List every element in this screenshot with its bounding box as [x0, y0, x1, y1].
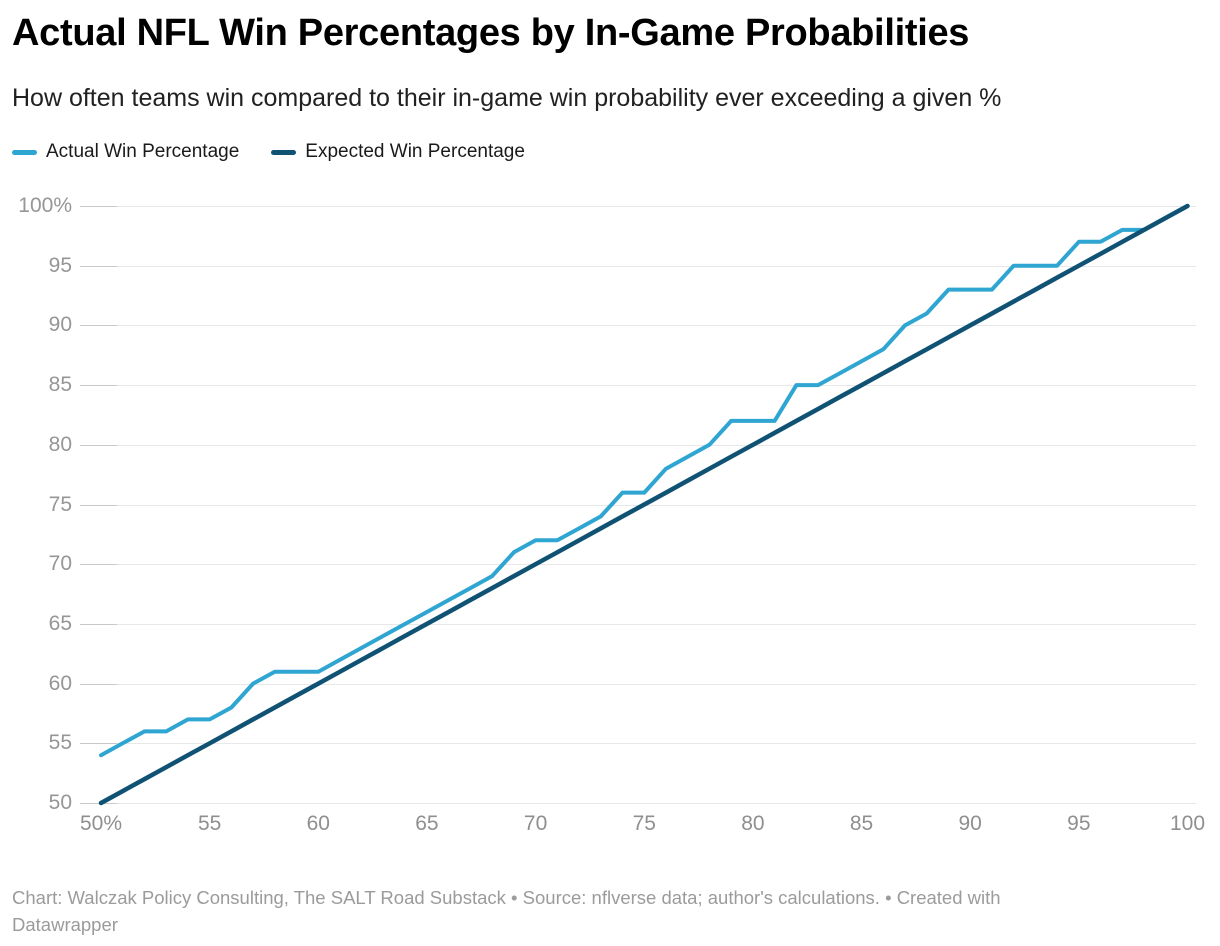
x-axis-label: 95: [1067, 812, 1091, 835]
x-axis-label: 90: [958, 812, 982, 835]
x-axis-label: 50%: [79, 812, 123, 835]
x-axis-label: 70: [523, 812, 548, 835]
legend: Actual Win Percentage Expected Win Perce…: [12, 141, 525, 163]
y-axis-label: 65: [48, 611, 72, 635]
footer-line-2: Datawrapper: [12, 914, 118, 935]
legend-item-actual: Actual Win Percentage: [12, 141, 239, 163]
y-axis-label: 90: [48, 313, 72, 337]
x-axis-label: 85: [849, 812, 874, 835]
y-axis-label: 55: [48, 731, 72, 755]
y-tick-mark: [80, 265, 117, 267]
legend-label-actual: Actual Win Percentage: [46, 141, 240, 162]
y-gridline: [80, 265, 1196, 267]
x-axis-label: 60: [306, 812, 330, 835]
x-axis-label: 100: [1169, 812, 1206, 835]
x-axis-label: 55: [197, 812, 222, 835]
y-gridline: [80, 385, 1196, 387]
x-axis-label: 75: [632, 812, 656, 835]
y-tick-mark: [80, 683, 117, 685]
y-gridline: [80, 683, 1196, 685]
expected-win-line: [98, 203, 1190, 806]
legend-swatch-actual-icon: [12, 149, 37, 155]
y-gridline: [80, 444, 1196, 446]
chart-title: Actual NFL Win Percentages by In-Game Pr…: [12, 12, 970, 54]
y-gridline: [80, 504, 1196, 506]
y-gridline: [80, 325, 1196, 327]
y-gridline: [80, 564, 1196, 566]
y-tick-mark: [80, 743, 117, 745]
footer-attribution: Chart: Walczak Policy Consulting, The SA…: [12, 884, 1001, 938]
y-tick-mark: [80, 385, 117, 387]
y-gridline: [80, 206, 1196, 207]
y-axis-label: 100%: [18, 194, 72, 217]
y-axis-label: 95: [48, 253, 72, 277]
y-tick-mark: [80, 504, 117, 506]
y-tick-mark: [80, 623, 117, 625]
y-gridline: [80, 743, 1196, 745]
y-axis-label: 50: [48, 791, 72, 814]
y-tick-mark: [80, 325, 117, 327]
chart-subtitle: How often teams win compared to their in…: [12, 84, 1002, 112]
line-chart-svg: [98, 203, 1190, 806]
y-gridline: [80, 803, 1196, 804]
y-tick-mark: [80, 564, 117, 566]
y-tick-mark: [80, 444, 117, 446]
x-axis-label: 65: [415, 812, 439, 835]
y-axis-label: 75: [48, 492, 72, 516]
legend-label-expected: Expected Win Percentage: [305, 141, 525, 162]
legend-item-expected: Expected Win Percentage: [271, 141, 525, 163]
y-tick-mark: [80, 803, 117, 804]
actual-win-line: [99, 204, 1190, 758]
y-axis-label: 70: [48, 552, 72, 576]
legend-swatch-expected-icon: [271, 149, 297, 155]
y-axis-label: 85: [48, 373, 72, 397]
y-tick-mark: [80, 206, 117, 207]
y-axis-label: 80: [48, 432, 72, 456]
footer-line-1: Chart: Walczak Policy Consulting, The SA…: [12, 887, 1001, 908]
y-gridline: [80, 623, 1196, 625]
y-axis-label: 60: [48, 671, 72, 695]
x-axis-label: 80: [741, 812, 765, 835]
